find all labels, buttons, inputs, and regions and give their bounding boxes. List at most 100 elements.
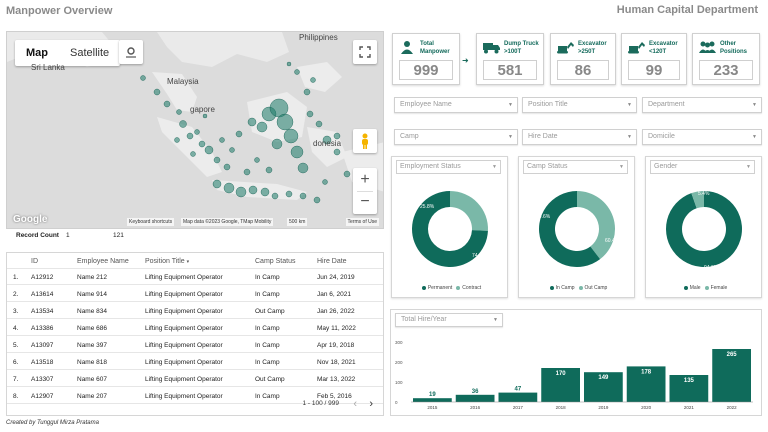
table-row[interactable]: 3. A13534 Name 834 Lifting Equipment Operat… [7,303,383,319]
kpi-total-manpower: Total Manpower 999 [392,33,460,85]
cell-camp: In Camp [255,291,280,298]
filter-label: Total Hire/Year [401,316,447,323]
x-tick-label: 2018 [556,405,567,410]
donut-slice[interactable] [577,191,615,260]
cell-date: Nov 18, 2021 [317,359,356,366]
col-header-id[interactable]: ID [31,258,38,265]
chevron-down-icon: ▼ [508,102,513,108]
gender-card: Gender ▼ 5.4% 94.6% Male Female [645,156,762,298]
cell-id: A13518 [31,359,54,366]
col-header-name[interactable]: Employee Name [77,258,129,265]
bar[interactable] [712,349,751,402]
filter-label: Gender [654,163,678,170]
cell-name: Name 397 [77,342,107,349]
cell-n: 4. [13,325,19,332]
cell-date: Apr 19, 2018 [317,342,355,349]
table-row[interactable]: 6. A13518 Name 818 Lifting Equipment Operat… [7,354,383,370]
chevron-down-icon: ▼ [493,317,498,323]
bar-value-label: 265 [727,352,738,358]
map-data-attribution: Map data ©2023 Google, TMap Mobility [181,218,274,226]
bar[interactable] [541,368,580,402]
employee-name-filter[interactable]: Employee Name ▼ [394,97,518,113]
terms-link[interactable]: Terms of Use [345,218,379,226]
table-row[interactable]: 4. A13386 Name 686 Lifting Equipment Operat… [7,320,383,336]
y-tick-label: 300 [395,340,403,345]
donut-slice[interactable] [450,191,488,231]
kpi-dump-truck: Dump Truck >100T 581 [476,33,544,85]
total-hire-year-filter[interactable]: Total Hire/Year ▼ [395,313,503,327]
kpi-label-line2: Manpower [420,49,450,55]
cell-date: May 11, 2022 [317,325,356,332]
map-tab[interactable]: Map [26,47,48,59]
satellite-tab[interactable]: Satellite [70,47,110,59]
bar[interactable] [626,366,666,402]
cell-position: Lifting Equipment Operator [145,359,223,366]
filter-label: Camp [400,133,419,140]
cell-camp: In Camp [255,342,280,349]
keyboard-shortcuts-link[interactable]: Keyboard shortcuts [127,218,175,226]
donut-slice[interactable] [666,191,742,267]
cell-n: 2. [13,291,19,298]
hire-date-filter[interactable]: Hire Date ▼ [522,129,637,145]
cell-name: Name 686 [77,325,107,332]
chevron-down-icon: ▼ [746,164,751,170]
employee-table: ID Employee Name Position Title ▾ Camp S… [6,252,384,416]
gender-filter[interactable]: Gender ▼ [650,160,755,174]
filter-label: Position Title [528,101,568,108]
cell-n: 6. [13,359,19,366]
chevron-down-icon: ▼ [508,134,513,140]
col-header-camp[interactable]: Camp Status [255,258,296,265]
cell-position: Lifting Equipment Operator [145,393,223,400]
x-tick-label: 2017 [513,405,524,410]
location-icon[interactable] [119,40,143,64]
donut-slice[interactable] [691,191,704,209]
cell-camp: Out Camp [255,376,285,383]
excavator-icon [557,42,574,54]
sort-desc-icon: ▾ [186,259,190,265]
table-row[interactable]: 7. A13307 Name 607 Lifting Equipment Operat… [7,371,383,387]
fullscreen-icon[interactable] [353,40,377,64]
zoom-in-button[interactable]: + [360,170,370,188]
table-row[interactable]: 8. A12907 Name 207 Lifting Equipment Operat… [7,388,383,404]
employment-status-filter[interactable]: Employment Status ▼ [396,160,501,174]
table-row[interactable]: 5. A13097 Name 397 Lifting Equipment Operat… [7,337,383,353]
zoom-out-button[interactable]: − [360,192,370,210]
y-tick-label: 0 [395,400,398,405]
bar-value-label: 178 [641,369,652,375]
cell-camp: In Camp [255,393,280,400]
chevron-down-icon: ▼ [627,134,632,140]
filter-label: Employment Status [400,163,461,170]
legend-item: Contract [462,285,482,291]
chevron-down-icon: ▼ [619,164,624,170]
bar[interactable] [413,398,452,402]
cell-name: Name 212 [77,274,107,281]
cell-date: Mar 13, 2022 [317,376,356,383]
kpi-label-line1: Total [420,41,434,47]
donut-slice[interactable] [539,191,601,267]
pegman-icon[interactable] [353,129,377,153]
domicile-filter[interactable]: Domicile ▼ [642,129,762,145]
bar[interactable] [584,372,623,402]
bar[interactable] [669,375,709,402]
kpi-label-line2: Positions [720,49,748,55]
cell-camp: Out Camp [255,308,285,315]
y-tick-label: 100 [395,380,403,385]
position-title-filter[interactable]: Position Title ▼ [522,97,637,113]
col-header-position[interactable]: Position Title ▾ [145,258,189,265]
chevron-down-icon: ▼ [492,164,497,170]
camp-filter[interactable]: Camp ▼ [394,129,518,145]
department-filter[interactable]: Department ▼ [642,97,762,113]
map-canvas [7,32,383,204]
next-page-button[interactable]: › [369,398,373,410]
table-row[interactable]: 2. A13614 Name 914 Lifting Equipment Operat… [7,286,383,302]
bar[interactable] [455,394,495,402]
table-row[interactable]: 1. A12912 Name 212 Lifting Equipment Operat… [7,269,383,285]
map-view[interactable]: Map Satellite + − Sri Lanka Malaysia gap… [6,31,384,229]
prev-page-button[interactable]: ‹ [353,398,357,410]
x-tick-label: 2022 [727,405,738,410]
kpi-label-line2: >250T [578,49,596,55]
bar[interactable] [498,392,538,402]
donut-slice[interactable] [412,191,488,267]
camp-status-filter[interactable]: Camp Status ▼ [523,160,628,174]
col-header-date[interactable]: Hire Date [317,258,347,265]
